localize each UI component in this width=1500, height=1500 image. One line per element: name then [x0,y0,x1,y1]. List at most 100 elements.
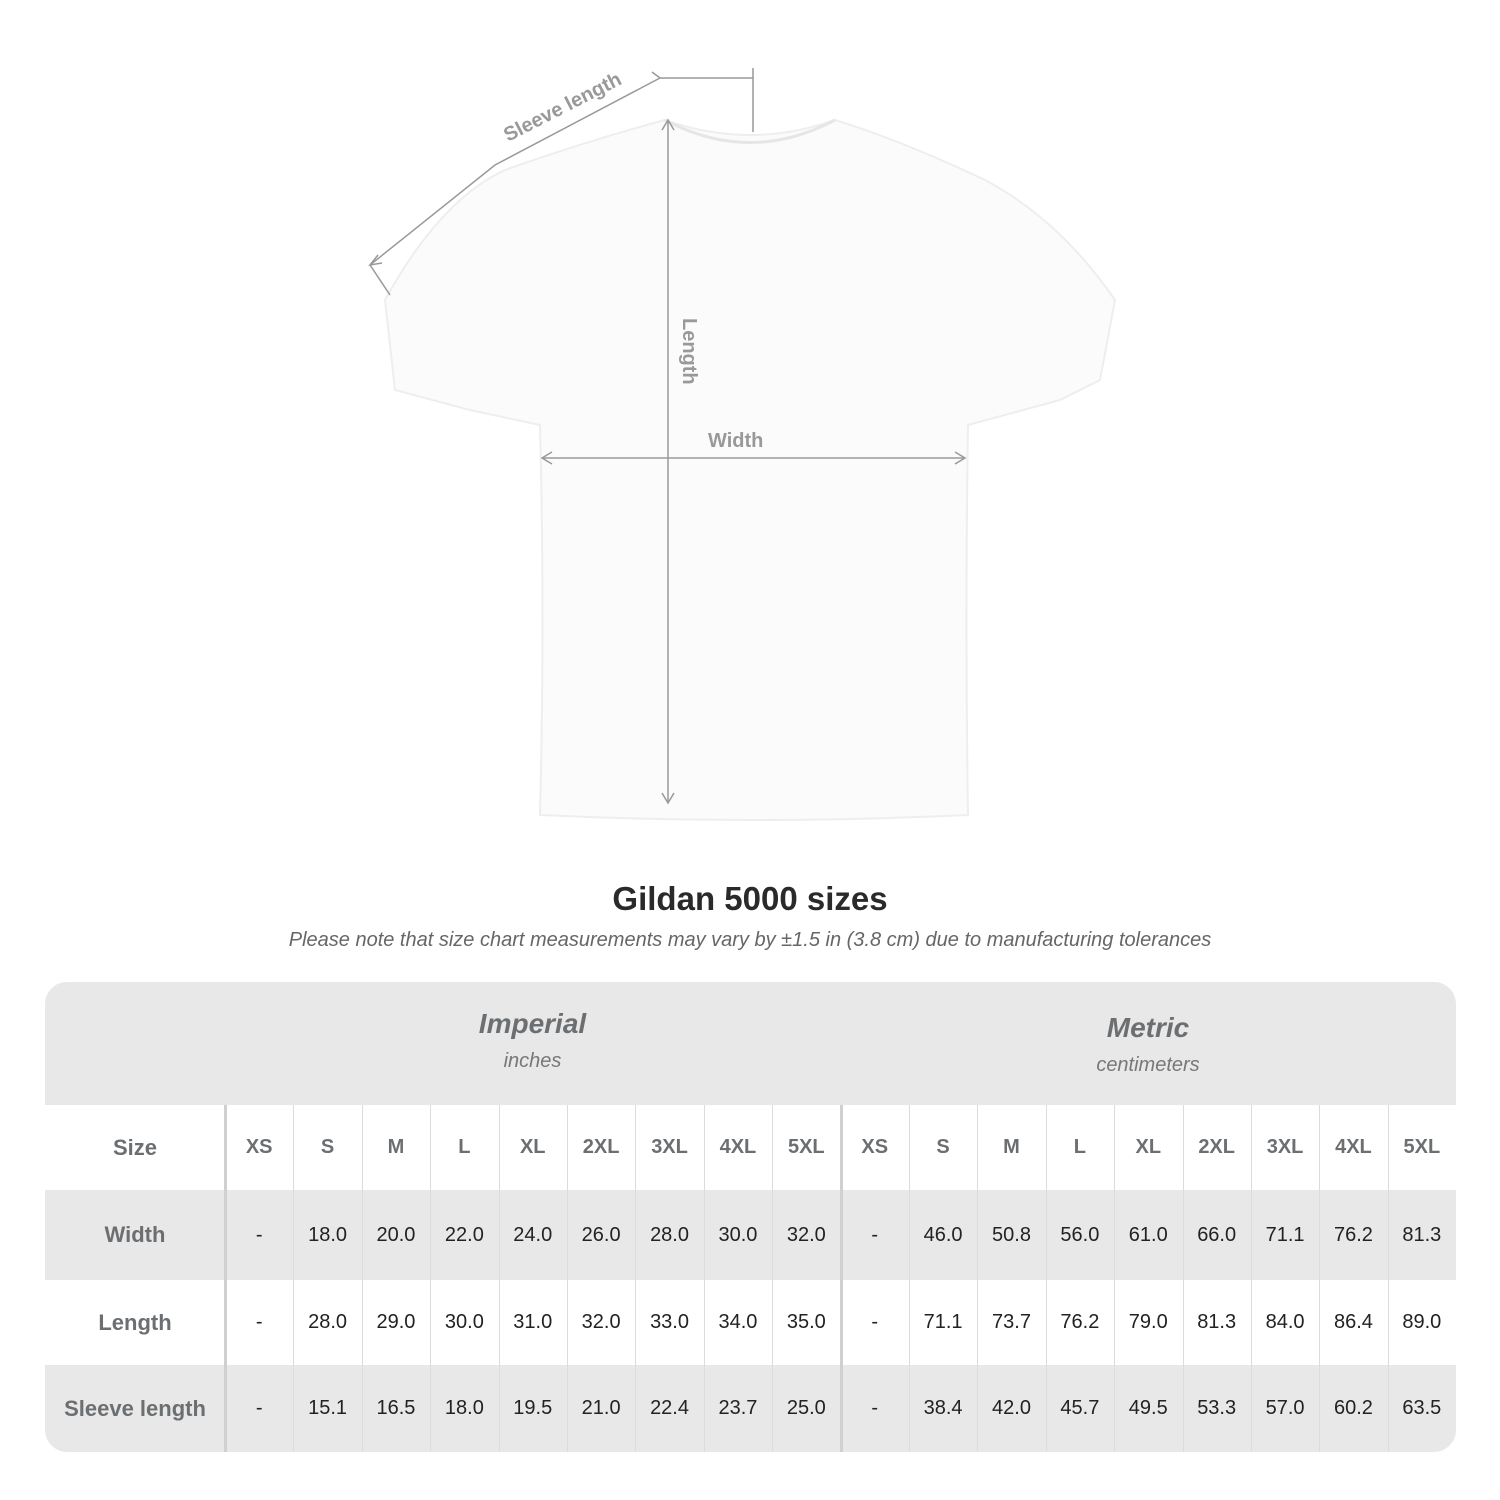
imperial-value-cell: 26.0 [581,1223,621,1246]
metric-value-cell: 45.7 [1060,1397,1100,1419]
table-row: Length - 28.0 29.0 30.0 31.0 32.0 33.0 34.0 35.0 -… [45,1280,1456,1365]
tshirt-shape [383,118,1117,821]
size-label: Size [112,1134,158,1160]
imperial-value-cell: 18.0 [444,1397,484,1419]
column-divider [1182,1105,1184,1452]
size-table: Imperial inches Metric centimeters Size … [45,982,1456,1452]
metric-value-cell: 63.5 [1402,1397,1442,1419]
metric-value-cell: - [871,1311,879,1333]
column-divider [1045,1105,1047,1452]
column-divider [635,1105,637,1452]
column-divider [1114,1105,1116,1452]
size-header-imperial: 5XL [787,1136,825,1158]
imperial-value-cell: 30.0 [718,1223,758,1246]
page-title: Gildan 5000 sizes [612,880,888,917]
size-header-imperial: 2XL [582,1136,620,1158]
column-divider [430,1105,432,1452]
metric-unit: centimeters [1096,1054,1200,1076]
metric-value-cell: 66.0 [1197,1223,1237,1246]
size-header-imperial: M [387,1136,405,1158]
imperial-value-cell: 33.0 [650,1311,689,1333]
column-divider [224,1105,227,1452]
imperial-value-cell: - [255,1223,263,1246]
width-label: Width [708,430,763,452]
sleeve-length-label: Sleeve length [500,68,625,146]
metric-value-cell: 61.0 [1128,1223,1168,1246]
metric-value-cell: 86.4 [1333,1311,1373,1333]
metric-value-cell: 57.0 [1265,1397,1305,1419]
metric-header: Metric centimeters [840,1012,1456,1135]
size-header-imperial: 3XL [651,1136,688,1158]
metric-value-cell: 79.0 [1128,1311,1168,1333]
imperial-value-cell: 32.0 [786,1223,826,1246]
imperial-value-cell: 15.1 [308,1397,348,1419]
metric-value-cell: 81.3 [1402,1223,1442,1246]
imperial-value-cell: 28.0 [308,1311,348,1333]
metric-value-cell: 84.0 [1265,1311,1305,1333]
column-divider [293,1105,295,1452]
imperial-value-cell: 25.0 [786,1397,826,1419]
size-header-imperial: L [458,1136,471,1158]
size-header-row: Size XS S M L XL 2XL 3XL 4XL 5XL XS S M L XL 2XL 3XL 4XL… [45,1105,1456,1190]
metric-value-cell: 71.1 [1265,1223,1305,1246]
tolerance-note: Please note that size chart measurements… [288,929,1212,951]
size-header-imperial: XL [519,1136,546,1158]
metric-value-cell: 60.2 [1333,1397,1373,1419]
metric-value-cell: 49.5 [1128,1397,1168,1419]
size-header-imperial: XS [245,1136,273,1158]
imperial-value-cell: 16.5 [376,1397,416,1419]
column-divider [567,1105,568,1452]
metric-value-cell: 81.3 [1197,1311,1237,1333]
table-row: Width - 18.0 20.0 22.0 24.0 26.0 28.0 30.0 32.0 - 4… [45,1190,1456,1280]
imperial-value-cell: 22.4 [650,1397,689,1419]
metric-title: Metric [1106,1012,1190,1043]
size-header-metric: XL [1135,1136,1162,1158]
imperial-unit: inches [503,1050,562,1072]
metric-value-cell: 76.2 [1060,1311,1100,1333]
column-divider [909,1105,910,1452]
size-header-imperial: S [320,1136,335,1158]
column-divider [1387,1105,1389,1452]
column-divider [839,1105,843,1452]
metric-value-cell: 73.7 [992,1311,1031,1333]
imperial-title: Imperial [478,1008,587,1039]
imperial-value-cell: 21.0 [581,1397,621,1419]
row-label: Sleeve length [64,1395,206,1421]
imperial-value-cell: - [255,1397,263,1419]
column-divider [1319,1105,1321,1452]
imperial-header: Imperial inches [225,1008,840,1131]
size-header-metric: S [936,1136,950,1158]
size-header-metric: 4XL [1335,1136,1372,1158]
imperial-value-cell: 22.0 [444,1223,484,1246]
length-label: Length [678,318,700,385]
imperial-value-cell: 32.0 [581,1311,621,1333]
metric-value-cell: 71.1 [923,1311,963,1333]
column-divider [361,1105,363,1452]
imperial-value-cell: 35.0 [786,1311,826,1333]
size-header-metric: M [1003,1136,1020,1158]
imperial-value-cell: 31.0 [513,1311,553,1333]
imperial-value-cell: 29.0 [376,1311,416,1333]
imperial-value-cell: 34.0 [718,1311,758,1333]
metric-value-cell: 42.0 [992,1397,1031,1419]
metric-value-cell: 53.3 [1197,1397,1237,1419]
size-header-imperial: 4XL [719,1136,757,1158]
column-divider [772,1105,774,1452]
imperial-value-cell: 24.0 [513,1223,553,1246]
metric-value-cell: 38.4 [923,1397,963,1419]
column-divider [977,1105,979,1452]
metric-value-cell: 56.0 [1060,1223,1100,1246]
imperial-value-cell: 23.7 [718,1397,758,1419]
imperial-value-cell: 28.0 [650,1223,689,1246]
metric-value-cell: - [871,1397,879,1419]
metric-value-cell: 76.2 [1333,1223,1373,1246]
table-row: Sleeve length - 15.1 16.5 18.0 19.5 21.0 22.4 23… [45,1365,1456,1452]
imperial-value-cell: 19.5 [513,1397,553,1419]
imperial-value-cell: - [255,1311,263,1333]
size-header-metric: 2XL [1198,1136,1235,1158]
size-header-metric: XS [861,1136,889,1158]
size-header-metric: 3XL [1266,1136,1304,1158]
row-label: Width [104,1222,166,1247]
size-header-metric: L [1073,1136,1086,1158]
metric-value-cell: 46.0 [923,1223,963,1246]
